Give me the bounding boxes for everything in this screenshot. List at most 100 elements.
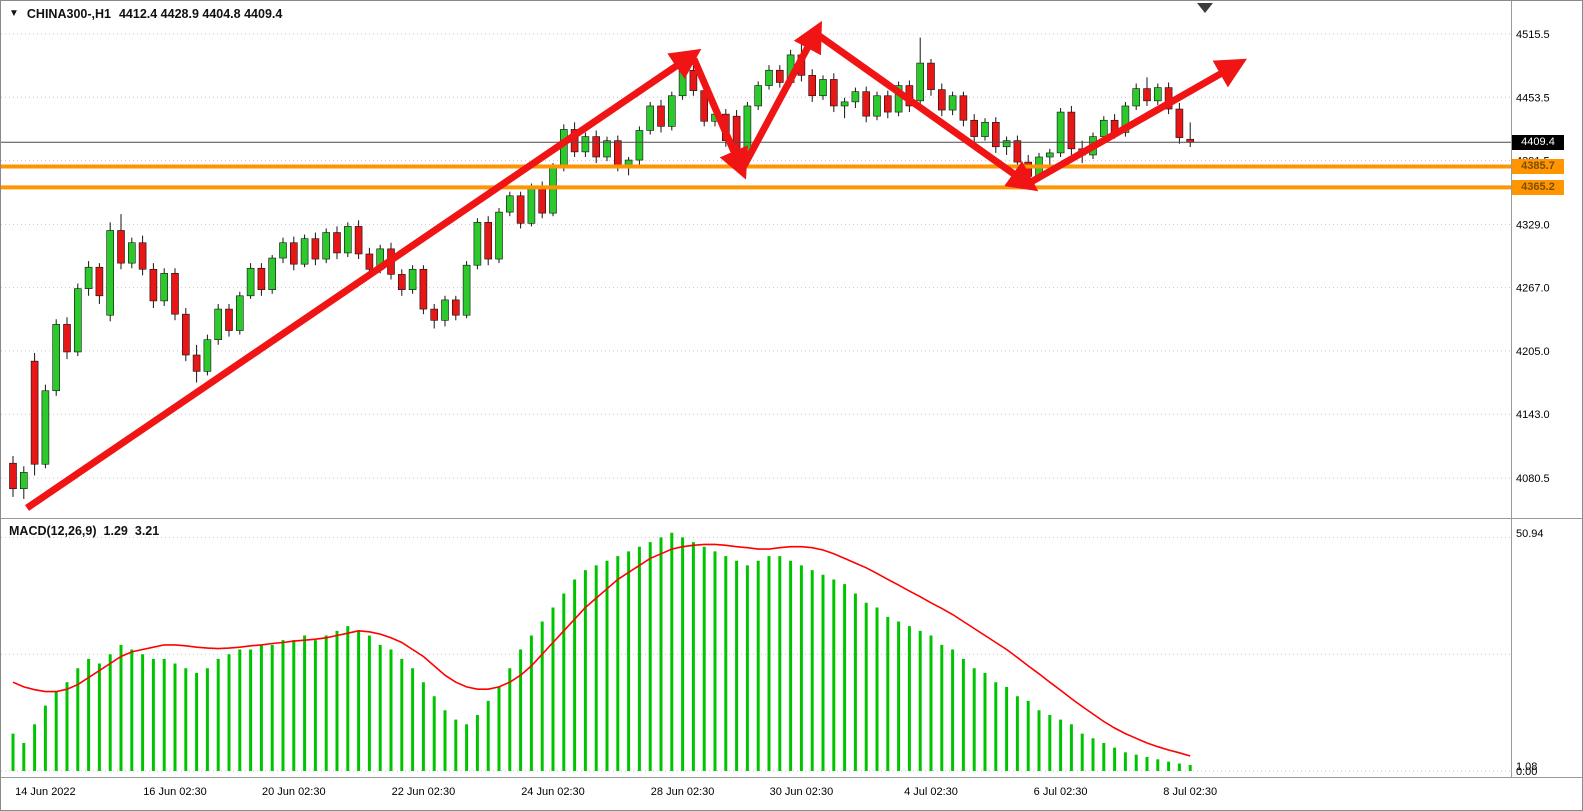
bear-candle-body	[927, 62, 935, 90]
panel-borders-layer	[1, 1, 1582, 778]
bear-candle-body	[63, 324, 71, 353]
bull-candle-body	[624, 159, 633, 166]
chart-title-bar: ▼ CHINA300-,H1 4412.4 4428.9 4404.8 4409…	[9, 7, 282, 21]
bull-candle-body	[948, 95, 957, 111]
time-axis-label: 20 Jun 02:30	[262, 786, 326, 798]
price-tick-label: 4080.5	[1516, 473, 1550, 485]
bull-candle-body	[981, 121, 989, 137]
bull-candle-body	[495, 211, 503, 260]
price-tick-label: 4515.5	[1516, 29, 1550, 41]
bull-candle-body	[408, 268, 417, 290]
time-axis-label: 30 Jun 02:30	[770, 786, 834, 798]
bull-candle-body	[41, 390, 50, 465]
bull-candle-body	[1154, 87, 1162, 102]
bull-candle-body	[840, 101, 849, 107]
bull-candle-body	[236, 295, 244, 331]
bull-candle-body	[873, 95, 881, 117]
trend-arrow[interactable]	[690, 57, 748, 180]
bear-candle-body	[808, 75, 817, 97]
bull-candle-body	[603, 140, 611, 158]
bear-candle-body	[959, 95, 968, 121]
bull-candle-body	[160, 273, 168, 302]
bear-candle-body	[419, 268, 428, 310]
bear-candle-body	[883, 95, 892, 113]
bull-candle-body	[268, 257, 277, 290]
bull-candle-body	[1100, 119, 1108, 137]
bear-candle-body	[592, 136, 601, 158]
time-axis-label: 6 Jul 02:30	[1034, 786, 1088, 798]
bear-candle-body	[862, 91, 871, 117]
price-tick-label: 4267.0	[1516, 283, 1550, 295]
candles-layer	[9, 37, 1194, 499]
bear-candle-body	[1024, 161, 1033, 177]
bull-candle-body	[214, 308, 222, 340]
bull-candle-body	[203, 339, 212, 372]
bull-candle-body	[473, 222, 482, 266]
bull-candle-body	[300, 238, 309, 265]
bull-candle-body	[916, 62, 925, 102]
current-price-badge: 4409.4	[1512, 135, 1564, 150]
bear-candle-body	[829, 79, 838, 107]
bear-candle-body	[171, 273, 179, 315]
bull-candle-body	[754, 85, 763, 107]
price-tick-label: 4453.5	[1516, 92, 1550, 104]
trend-arrow[interactable]	[740, 20, 822, 168]
bear-candle-body	[333, 232, 341, 254]
bear-candle-body	[257, 267, 266, 290]
bull-candle-body	[667, 95, 676, 127]
bull-candle-body	[819, 79, 827, 97]
time-axis-label: 28 Jun 02:30	[651, 786, 715, 798]
bear-candle-body	[991, 121, 1000, 148]
bear-candle-body	[95, 266, 104, 297]
macd-layer	[11, 532, 1192, 771]
bull-candle-body	[441, 299, 449, 321]
axis-labels-layer: 4515.54453.54391.54329.04267.04205.04143…	[15, 29, 1550, 798]
macd-tick-label: 50.94	[1516, 528, 1544, 540]
hline-price-badge-1[interactable]: 4385.7	[1512, 159, 1564, 174]
bear-candle-body	[970, 119, 979, 137]
price-tick-label: 4205.0	[1516, 346, 1550, 358]
bear-candle-body	[516, 195, 525, 224]
bear-candle-body	[397, 274, 406, 290]
hline-price-badge-2[interactable]: 4365.2	[1512, 180, 1564, 195]
time-axis-label: 4 Jul 02:30	[904, 786, 958, 798]
bear-candle-body	[775, 69, 784, 83]
bear-candle-body	[657, 105, 665, 127]
trend-arrow[interactable]	[25, 48, 702, 511]
trend-arrow[interactable]	[815, 32, 1039, 192]
macd-tick-label: 0.00	[1516, 766, 1537, 778]
bull-candle-body	[106, 230, 114, 316]
macd-title-bar: MACD(12,26,9) 1.29 3.21	[9, 524, 159, 538]
bear-candle-body	[9, 462, 17, 490]
symbol-dropdown-icon[interactable]: ▼	[9, 7, 19, 19]
time-axis-label: 24 Jun 02:30	[521, 786, 585, 798]
bear-candle-body	[1013, 140, 1022, 163]
bull-candle-body	[1046, 152, 1054, 158]
bear-candle-body	[182, 313, 190, 356]
bull-candle-body	[1121, 105, 1130, 133]
time-axis-label: 16 Jun 02:30	[143, 786, 207, 798]
macd-indicator-label: MACD(12,26,9)	[9, 524, 97, 538]
bull-candle-body	[765, 69, 773, 86]
bear-candle-body	[613, 140, 622, 166]
bear-candle-body	[149, 268, 158, 302]
bull-candle-body	[635, 130, 644, 161]
chart-shift-marker-icon[interactable]	[1197, 3, 1213, 13]
bull-candle-body	[246, 267, 255, 297]
macd-signal-line	[12, 543, 1191, 757]
bull-candle-body	[1132, 88, 1140, 107]
bull-candle-body	[322, 232, 331, 260]
macd-main-value: 1.29	[103, 524, 128, 538]
time-axis-label: 14 Jun 2022	[15, 786, 76, 798]
trend-arrow[interactable]	[1029, 58, 1247, 186]
bull-candle-body	[84, 266, 93, 289]
macd-signal-value: 3.21	[134, 524, 160, 538]
bear-candle-body	[1143, 88, 1151, 102]
bear-candle-body	[192, 354, 201, 372]
trend-arrows-layer[interactable]	[25, 20, 1247, 511]
bull-candle-body	[462, 264, 471, 316]
bull-candle-body	[52, 324, 61, 392]
bear-candle-body	[1175, 108, 1184, 138]
